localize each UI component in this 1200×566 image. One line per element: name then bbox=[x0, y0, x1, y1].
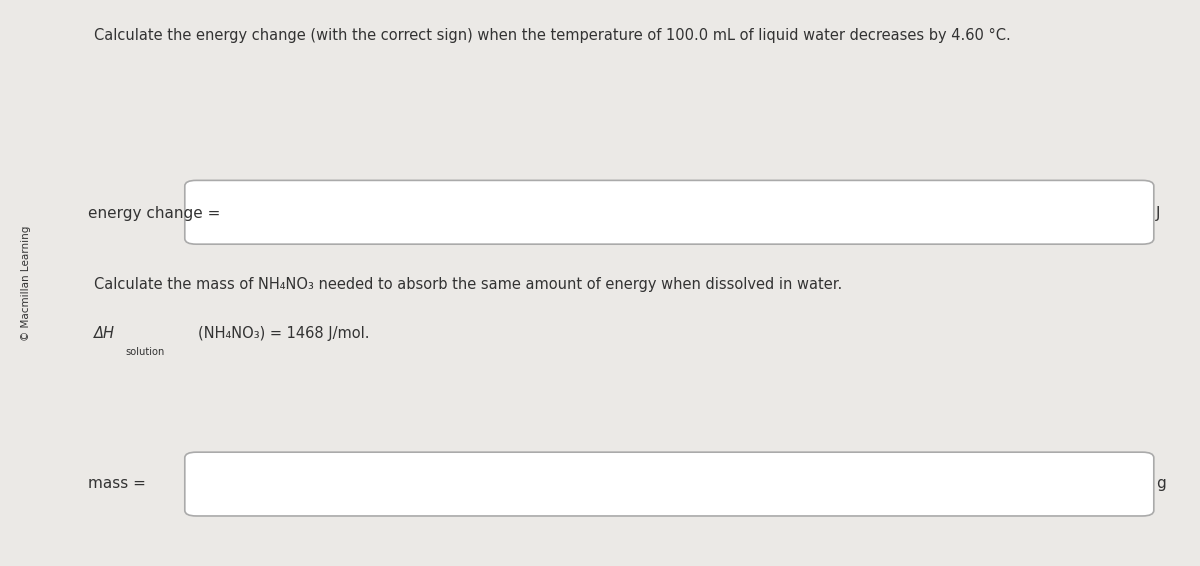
Text: © Macmillan Learning: © Macmillan Learning bbox=[22, 225, 31, 341]
FancyBboxPatch shape bbox=[185, 452, 1154, 516]
Text: (NH₄NO₃) = 1468 J/mol.: (NH₄NO₃) = 1468 J/mol. bbox=[198, 327, 370, 341]
Text: solution: solution bbox=[126, 347, 164, 357]
Text: mass =: mass = bbox=[88, 477, 145, 491]
Text: energy change =: energy change = bbox=[88, 206, 221, 221]
Text: Calculate the mass of NH₄NO₃ needed to absorb the same amount of energy when dis: Calculate the mass of NH₄NO₃ needed to a… bbox=[94, 277, 842, 291]
Text: Calculate the energy change (with the correct sign) when the temperature of 100.: Calculate the energy change (with the co… bbox=[94, 28, 1010, 43]
Text: J: J bbox=[1156, 206, 1160, 221]
Text: ΔH: ΔH bbox=[94, 327, 115, 341]
FancyBboxPatch shape bbox=[185, 181, 1154, 244]
Text: g: g bbox=[1156, 477, 1166, 491]
